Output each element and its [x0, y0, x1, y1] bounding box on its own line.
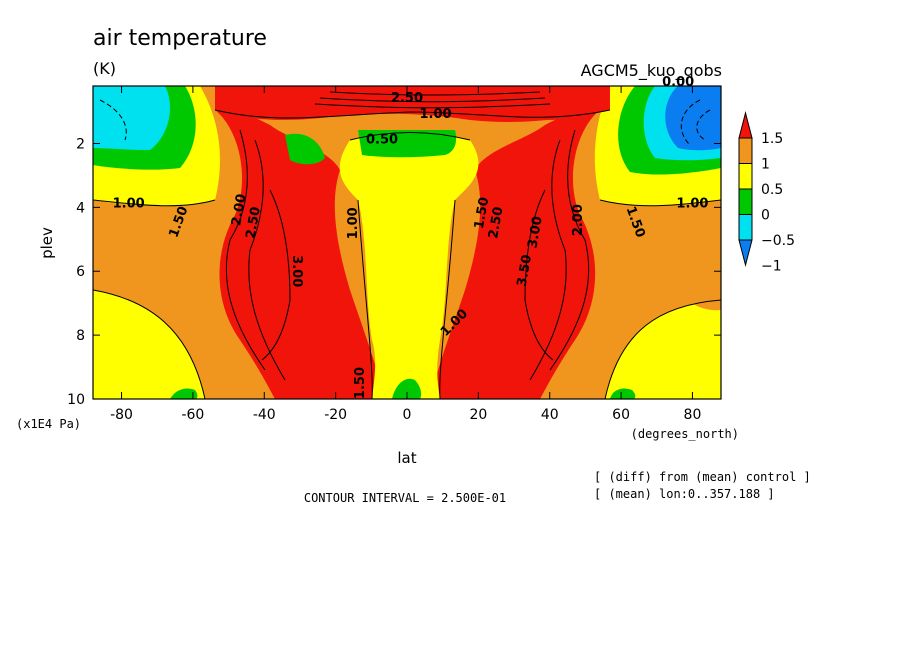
contour-line	[604, 299, 721, 399]
contour-line	[349, 132, 471, 141]
contour-label: 1.00	[676, 196, 708, 211]
field-green-bottom-r	[610, 388, 636, 399]
model-label: AGCM5_kuo_qobs	[581, 61, 722, 81]
contour-label: 2.00	[229, 193, 249, 227]
contour-line	[357, 199, 373, 399]
contour-line	[319, 97, 546, 103]
x-tick-label: 60	[612, 407, 630, 423]
x-tick-label: 40	[541, 407, 559, 423]
contour-line	[439, 199, 456, 399]
contour-lines	[93, 91, 721, 399]
contour-line	[524, 189, 554, 361]
contour-line	[329, 91, 541, 96]
contour-label: 1.50	[353, 367, 368, 399]
contour-label: 0.00	[662, 75, 694, 90]
field-cyan-nw	[93, 86, 170, 150]
y-tick-label: 10	[67, 392, 85, 408]
contour-line	[680, 99, 701, 146]
colorbar-label: −0.5	[761, 233, 795, 249]
y-tick-label: 8	[76, 328, 85, 344]
contour-line	[99, 99, 127, 141]
contour-line	[214, 109, 611, 119]
colorbar-label: 0	[761, 208, 770, 224]
colorbar-label: −1	[761, 259, 782, 275]
field-red-left	[215, 108, 385, 399]
y-tick-label: 6	[76, 264, 85, 280]
field-green-bottom-c	[392, 378, 422, 399]
colorbar-segment	[738, 163, 753, 190]
contour-label: 3.00	[289, 255, 304, 287]
x-tick-label: 0	[403, 407, 412, 423]
contour-line	[696, 109, 711, 141]
colorbar-label: 1.5	[761, 131, 783, 147]
contour-line	[261, 189, 291, 361]
contour-line	[225, 129, 266, 371]
x-axis-title: lat	[397, 449, 416, 467]
x-tick-label: 80	[684, 407, 702, 423]
note-diff: [ (diff) from (mean) control ]	[594, 470, 811, 484]
colorbar-top-arrow	[738, 111, 753, 139]
colorbar-segment	[738, 188, 753, 215]
contour-label: 1.00	[113, 196, 145, 211]
contour-line	[93, 289, 206, 399]
contour-label: 2.50	[244, 206, 264, 240]
field-blue-ne	[665, 86, 721, 151]
colorbar-label: 0.5	[761, 182, 783, 198]
axes: -80 -60 -40 -20 0 20 40 60 80 2 4 6 8 10	[67, 86, 721, 423]
contour-label: 3.50	[515, 254, 535, 288]
y-axis-units: (x1E4 Pa)	[16, 417, 81, 431]
x-tick-label: -60	[181, 407, 204, 423]
field-yellow-se	[605, 300, 721, 399]
field-green-bottom-l	[170, 388, 198, 399]
field-yellow-center	[339, 132, 479, 399]
field-green-left	[285, 133, 325, 165]
y-tick-label: 4	[76, 200, 85, 216]
contour-interval: CONTOUR INTERVAL = 2.500E-01	[304, 491, 506, 505]
contour-label: 2.50	[486, 206, 506, 240]
contour-label: 2.50	[391, 91, 423, 106]
chart-units: (K)	[93, 59, 116, 78]
y-tick-label: 2	[76, 136, 85, 152]
contour-line	[314, 103, 551, 109]
colorbar-segment	[738, 137, 753, 164]
field-red-top	[215, 86, 610, 122]
contour-line	[549, 129, 590, 371]
colorbar-segment	[738, 214, 753, 241]
contour-labels: 1.001.50 2.002.503.001.000.501.002.500.00…	[113, 75, 709, 399]
colorbar: 1.5 1 0.5 0 −0.5 −1	[738, 111, 795, 275]
field-red-right	[430, 108, 600, 399]
contour-line	[93, 199, 216, 207]
x-axis-units: (degrees_north)	[631, 427, 739, 441]
x-tick-label: -40	[253, 407, 276, 423]
chart-title: air temperature	[93, 26, 267, 51]
x-tick-label: -20	[324, 407, 347, 423]
contour-label: 2.00	[571, 204, 586, 236]
field-yellow-sw	[93, 290, 205, 399]
contour-line	[599, 199, 721, 207]
contour-line	[529, 139, 567, 381]
contour-label: 3.00	[525, 215, 545, 249]
contour-field	[93, 86, 721, 399]
field-orange-east	[676, 238, 721, 311]
contour-label: 1.00	[346, 207, 361, 239]
colorbar-bottom-arrow	[738, 239, 753, 267]
x-tick-label: 20	[469, 407, 487, 423]
y-axis-title: plev	[38, 227, 56, 259]
field-green-center	[358, 130, 457, 158]
contour-line	[248, 139, 286, 381]
field-red-blob	[526, 86, 578, 120]
note-mean: [ (mean) lon:0..357.188 ]	[594, 487, 775, 501]
x-tick-label: -80	[110, 407, 133, 423]
contour-label: 1.00	[420, 107, 452, 122]
colorbar-label: 1	[761, 157, 770, 173]
contour-label: 1.50	[472, 196, 492, 230]
contour-label: 0.50	[366, 132, 398, 147]
